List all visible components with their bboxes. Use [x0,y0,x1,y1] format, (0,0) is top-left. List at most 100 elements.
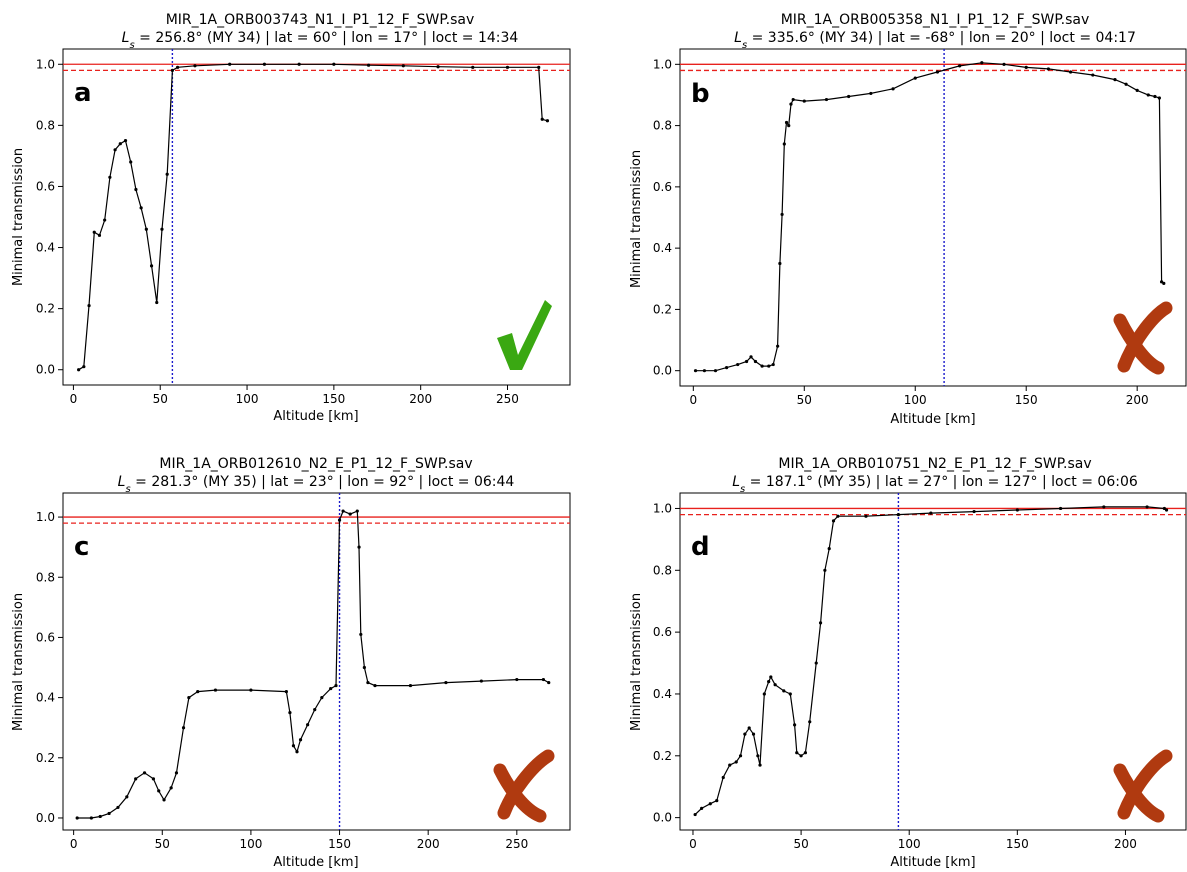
panel-b-data-point [702,369,707,373]
panel-c-ytick-label-5: 1.0 [36,510,55,524]
panel-c-data-point [373,683,377,688]
panel-c-data-point [359,632,363,637]
panel-d-data-point [972,509,976,514]
panel-b-data-point [1135,88,1139,92]
panel-c-xlabel: Altitude [km] [273,855,358,870]
panel-a-data-point [540,117,544,121]
panel-b-data-point [935,70,940,74]
panel-b-data-point [693,369,698,373]
panel-a-ytick-label-4: 0.8 [36,118,55,132]
panel-d-data-point [743,732,747,736]
panel-c-data-point [329,686,333,691]
panel-b-data-point [1046,67,1051,71]
panel-c-data-point [196,689,200,694]
panel-b-data-point [1157,96,1161,100]
panel-a-title-line2: Ls = 256.8° (MY 34) | lat = 60° | lon = … [122,30,519,51]
panel-d-data-point [864,514,868,518]
panel-d-data-point [803,751,808,755]
panel-b-data-point [787,123,791,128]
panel-a-data-point [401,64,405,68]
panel-b-ylabel: Minimal transmission [629,150,644,288]
panel-d-plot-frame [679,492,1187,831]
panel-a-xtick-label-0: 0 [70,392,78,406]
panel-c-data-point [174,771,179,775]
panel-b-data-point [847,94,851,99]
panel-c-xtick-label-3: 150 [328,837,351,851]
panel-a-data-point [92,230,96,234]
panel-c-ytick-label-3: 0.6 [36,630,55,644]
panel-c-title-line1: MIR_1A_ORB012610_N2_E_P1_12_F_SWP.sav [159,456,472,472]
panel-b-data-point [784,120,789,125]
panel-a-xtick-label-4: 200 [409,392,432,406]
panel-d-title-line2: Ls = 187.1° (MY 35) | lat = 27° | lon = … [732,474,1138,495]
panel-d-data-point [808,720,812,724]
panel-b-xtick-label-4: 200 [1126,393,1149,407]
panel-a-data-point [505,65,510,69]
panel-b-data-point [749,355,753,359]
panel-d-data-point [715,799,719,803]
panel-b-data-point [780,212,784,217]
panel-d-title-line1: MIR_1A_ORB010751_N2_E_P1_12_F_SWP.sav [778,456,1091,472]
panel-c-data-point [313,708,317,712]
panel-d: MIR_1A_ORB010751_N2_E_P1_12_F_SWP.sav Ls… [629,456,1187,870]
panel-c-data-point [357,545,361,549]
panel-c-xtick-label-4: 200 [417,837,440,851]
panel-d-data-point [799,754,803,758]
panel-b: MIR_1A_ORB005358_N1_I_P1_12_F_SWP.sav Ls… [629,12,1187,427]
panel-d-verdict-cross-icon [1113,749,1173,823]
panel-a-xtick-label-2: 100 [236,392,259,406]
panel-d-data-point [1058,506,1063,511]
panel-d-ytick-label-4: 0.8 [653,563,672,577]
panel-c-data-point [157,789,161,793]
panel-c-ticks: 0 50 100 150 200 250 0.0 0.2 0.4 0.6 0.8 1.0 [36,510,528,851]
panel-a-data-point [193,64,197,68]
panel-d-ref-lines [680,493,1186,830]
panel-c-data-point [362,665,366,670]
panel-c-data-point [444,680,448,685]
panel-c-data-point [134,777,138,781]
panel-d-data-point [708,802,712,806]
panel-a-data-point [149,264,154,268]
panel-d-xtick-label-4: 200 [1114,837,1137,851]
panel-c-data-point [306,723,310,727]
panel-b-ref-lines [680,49,1186,386]
panel-a-data-point [545,119,550,123]
panel-d-data-point [831,519,836,523]
panel-c-data-point [479,679,483,683]
panel-b-data-point [760,364,764,368]
panel-b-data-point [824,97,829,102]
panel-d-data-point [818,621,823,625]
panel-a-xtick-label-5: 250 [496,392,519,406]
panel-a-data-point [262,62,267,66]
panel-c: MIR_1A_ORB012610_N2_E_P1_12_F_SWP.sav Ls… [11,456,571,870]
panel-b-ytick-label-2: 0.4 [653,241,672,255]
panel-a-label: a [74,78,92,108]
panel-b-data-point [1113,78,1117,82]
panel-d-ytick-label-3: 0.6 [653,625,672,639]
panel-b-data-point [713,369,718,373]
panel-a-plot-frame [62,48,571,386]
panel-d-data-point [693,812,697,817]
panel-b-xtick-label-3: 150 [1015,393,1038,407]
panel-b-data-point [776,344,780,348]
panel-d-ytick-label-5: 1.0 [653,501,672,515]
panel-d-series [693,505,1169,817]
panel-a-data-point [471,65,475,69]
panel-b-data-point [744,359,749,364]
panel-c-data-point [151,777,156,781]
panel-a-data-point [436,65,440,69]
panel-d-data-point [788,692,792,696]
panel-b-data-point [1146,93,1150,97]
panel-a-data-point [139,206,143,210]
panel-b-data-point [913,76,917,80]
panel-d-data-point [782,689,786,693]
panel-a: MIR_1A_ORB003743_N1_I_P1_12_F_SWP.sav Ls… [11,12,571,424]
panel-a-data-point [144,227,148,231]
panel-c-title-line2: Ls = 281.3° (MY 35) | lat = 23° | lon = … [118,474,515,495]
panel-c-data-point [291,744,296,748]
panel-c-data-point [169,786,173,790]
panel-b-ytick-label-3: 0.6 [653,180,672,194]
panel-c-ytick-label-0: 0.0 [36,811,55,825]
panel-c-ytick-label-2: 0.4 [36,691,55,705]
panel-b-verdict-cross-icon [1113,301,1173,375]
